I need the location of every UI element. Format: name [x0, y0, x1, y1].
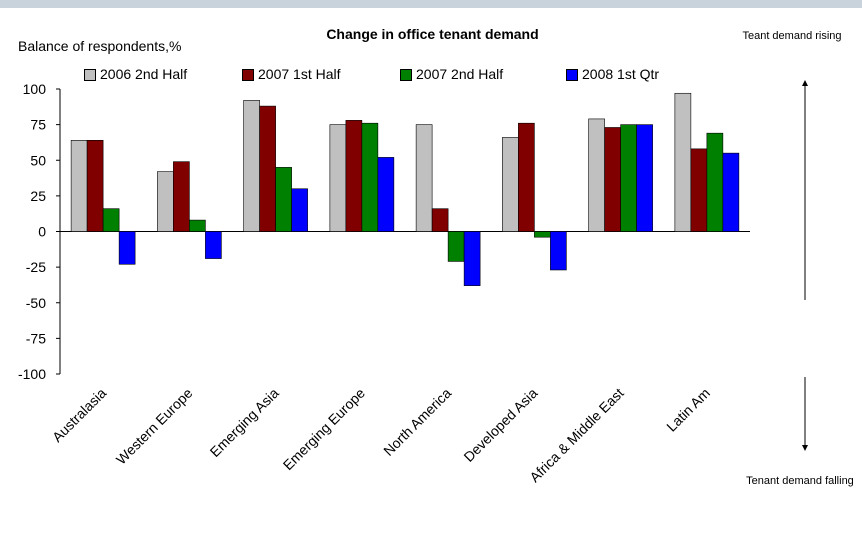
category-label: Emerging Asia — [207, 385, 282, 460]
tenant-demand-rising-label: Teant demand rising — [742, 30, 842, 42]
bar-developed-asia-3 — [550, 231, 567, 271]
category-label: Latin Am — [663, 385, 713, 435]
bar-australasia-0 — [70, 140, 88, 232]
chart-title: Change in office tenant demand — [326, 26, 539, 42]
y-tick-label: 0 — [38, 224, 46, 240]
bar-western-europe-0 — [157, 171, 174, 232]
bar-latin-am-3 — [722, 152, 740, 232]
y-tick-label: 100 — [23, 81, 47, 97]
top-strip — [0, 0, 862, 8]
y-tick-label: -75 — [26, 330, 46, 346]
bar-emerging-asia-2 — [275, 167, 292, 232]
bar-north-america-0 — [415, 124, 433, 232]
legend-label: 2007 1st Half — [258, 66, 341, 82]
bar-emerging-europe-3 — [377, 157, 395, 232]
y-tick-label: 75 — [30, 117, 46, 133]
bar-western-europe-1 — [173, 161, 190, 232]
bar-australasia-2 — [102, 208, 120, 232]
category-label: Western Europe — [113, 385, 196, 468]
bar-africa-middle-east-0 — [588, 118, 605, 232]
legend-swatch — [566, 69, 578, 81]
category-label: Emerging Europe — [280, 385, 369, 474]
y-tick-label: -100 — [18, 366, 46, 382]
bar-developed-asia-2 — [534, 231, 551, 238]
tenant-demand-falling-label: Tenant demand falling — [746, 475, 854, 487]
bar-emerging-europe-2 — [361, 122, 379, 232]
bar-north-america-3 — [463, 231, 481, 286]
bar-emerging-europe-1 — [345, 120, 363, 232]
bar-africa-middle-east-3 — [636, 124, 653, 232]
bar-africa-middle-east-2 — [620, 124, 637, 232]
bar-latin-am-1 — [690, 148, 708, 232]
category-label: Developed Asia — [460, 385, 540, 465]
category-label: Africa & Middle East — [526, 385, 627, 486]
y-tick-label: 25 — [30, 188, 46, 204]
y-axis-label: Balance of respondents,% — [18, 38, 182, 54]
y-tick-label: 50 — [30, 152, 46, 168]
legend-swatch — [242, 69, 254, 81]
y-tick-label: -50 — [26, 295, 46, 311]
bar-western-europe-3 — [205, 231, 222, 259]
bar-australasia-3 — [118, 231, 136, 265]
legend-swatch — [84, 69, 96, 81]
category-label: North America — [380, 385, 454, 459]
bar-emerging-asia-3 — [291, 188, 308, 232]
bar-developed-asia-1 — [518, 122, 535, 232]
bars — [70, 92, 740, 286]
bar-north-america-1 — [431, 208, 449, 232]
bar-emerging-europe-0 — [329, 124, 347, 232]
bar-western-europe-2 — [189, 219, 206, 232]
y-tick-label: -25 — [26, 259, 46, 275]
bar-north-america-2 — [447, 231, 465, 262]
bar-latin-am-2 — [706, 132, 724, 232]
category-labels: Australasia Western Europe Emerging AsiaEm… — [49, 385, 713, 486]
legend-label: 2008 1st Qtr — [582, 66, 660, 82]
bar-latin-am-0 — [674, 92, 692, 232]
category-label: Australasia — [49, 385, 109, 445]
bar-australasia-1 — [86, 140, 104, 232]
bar-africa-middle-east-1 — [604, 127, 621, 232]
bar-emerging-asia-0 — [243, 100, 260, 232]
legend-swatch — [400, 69, 412, 81]
legend-label: 2006 2nd Half — [100, 66, 188, 82]
legend-label: 2007 2nd Half — [416, 66, 504, 82]
bar-emerging-asia-1 — [259, 105, 276, 232]
bar-developed-asia-0 — [502, 137, 519, 232]
